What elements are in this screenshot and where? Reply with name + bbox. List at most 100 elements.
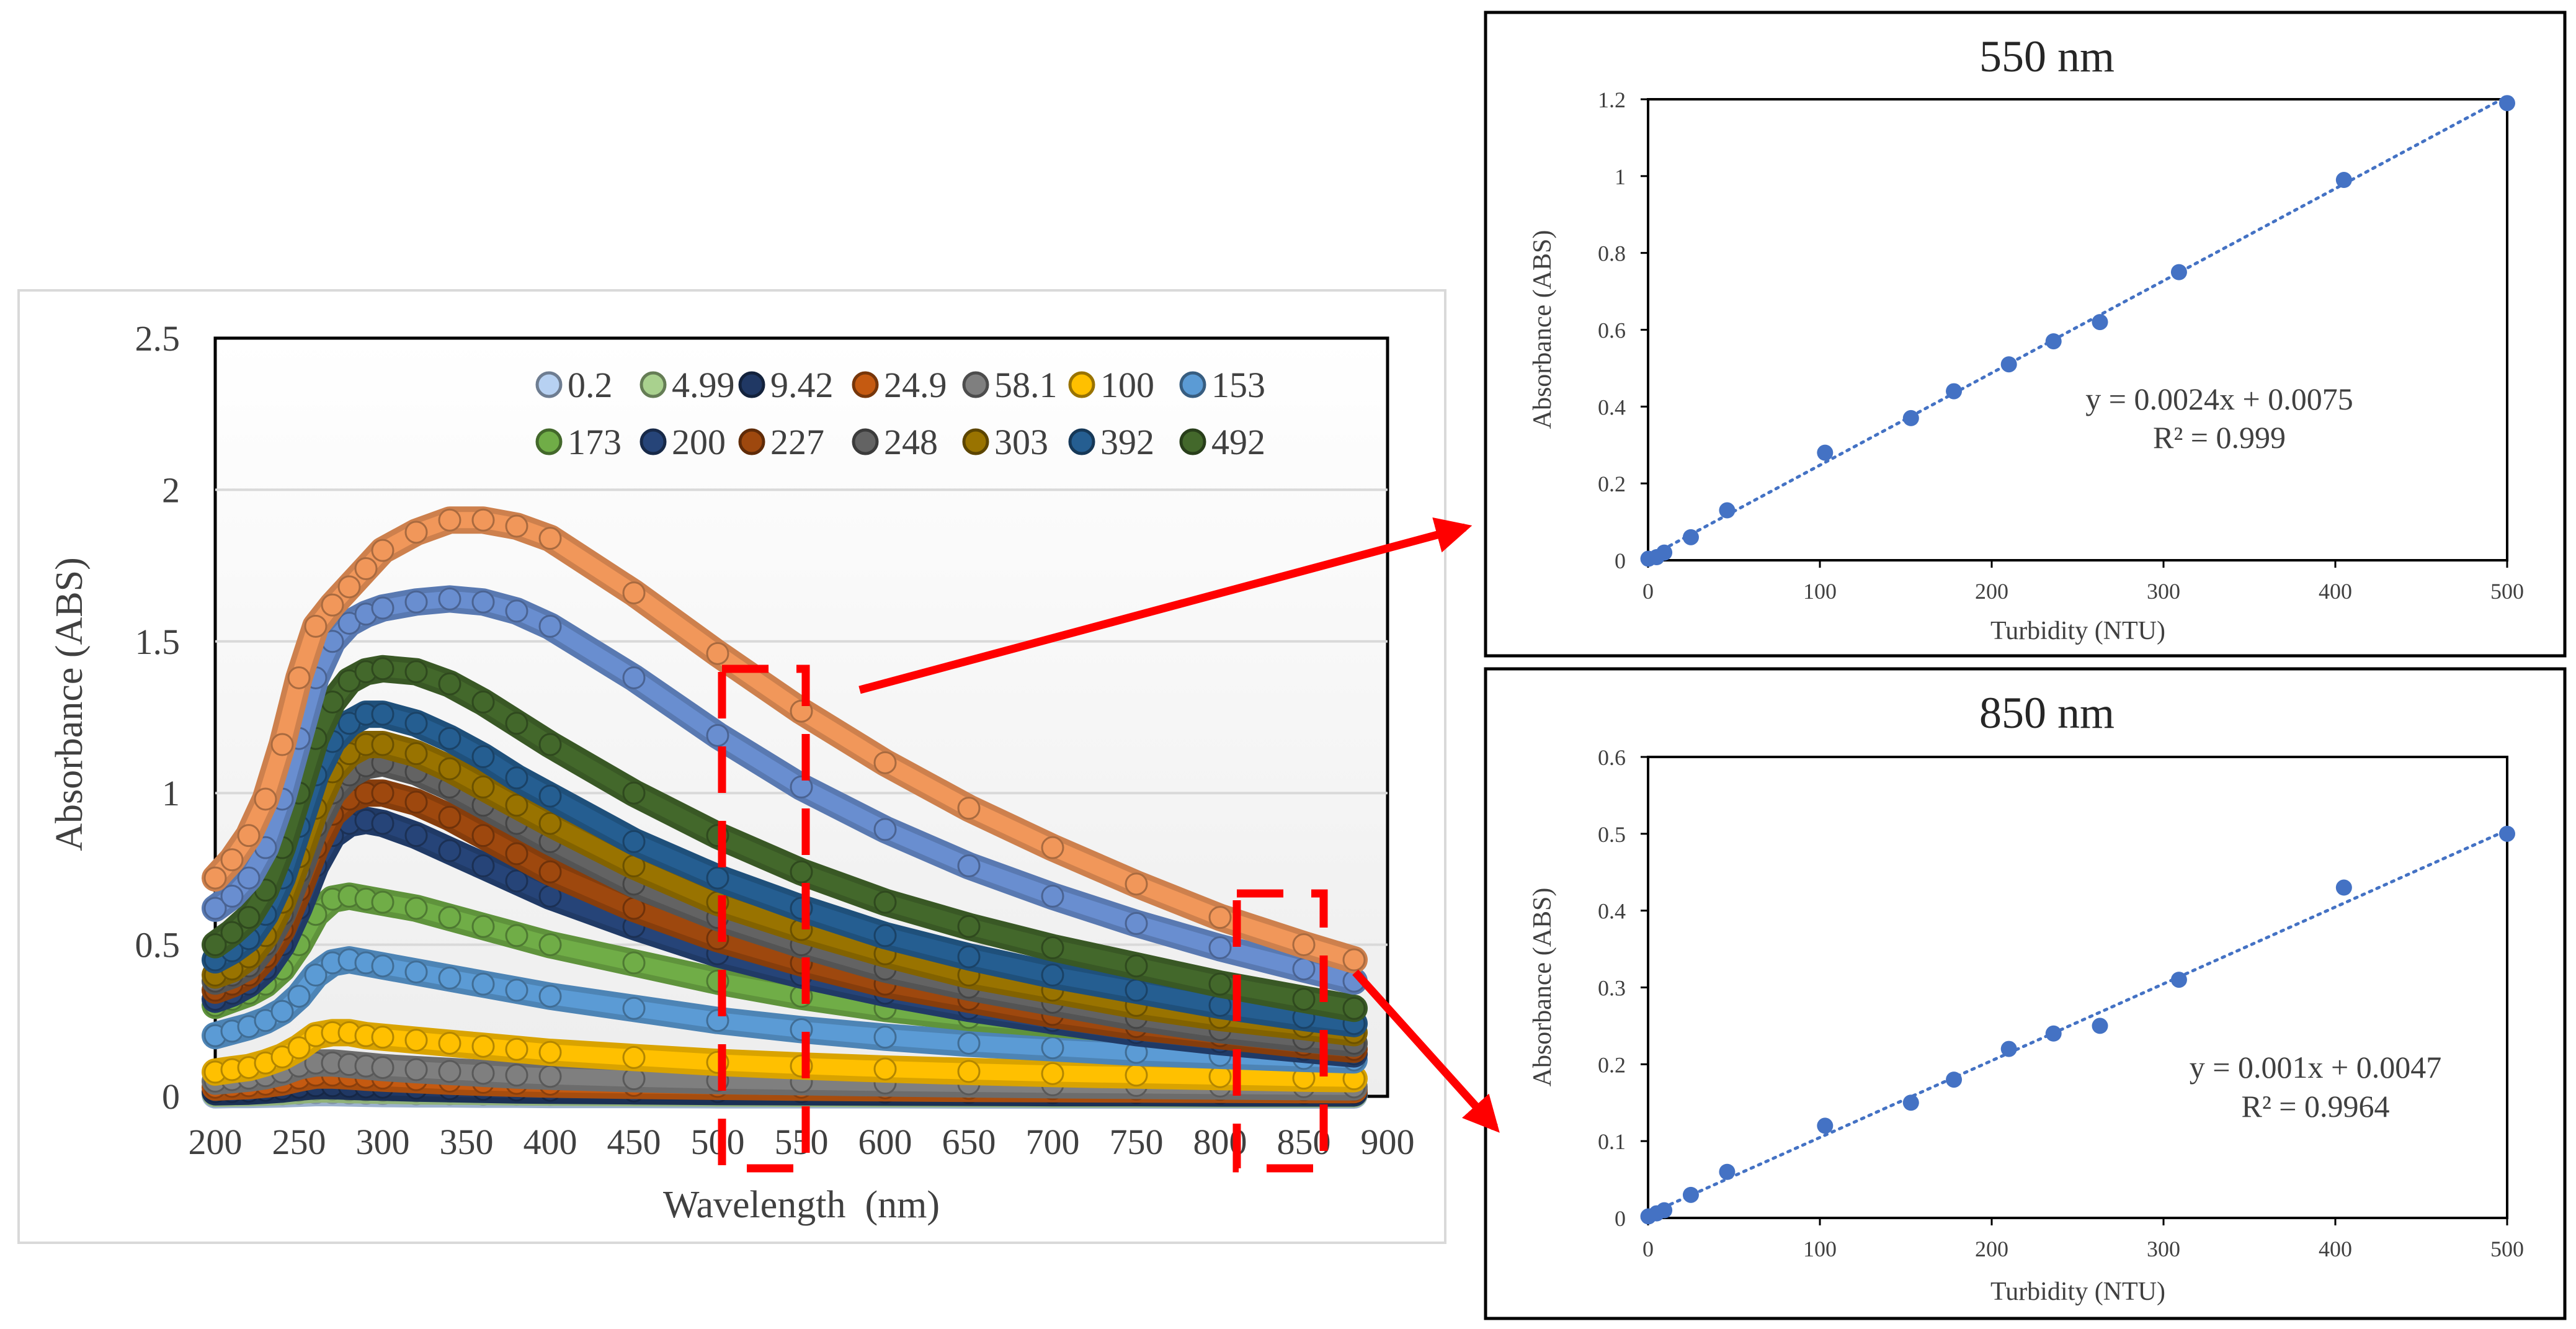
cal550-x-tick-label: 300: [2147, 579, 2180, 604]
spectrum-point: [471, 854, 495, 878]
spectrum-point: [1041, 936, 1064, 959]
legend-label: 392: [1100, 422, 1154, 462]
arrow-to-850-chart: [1352, 969, 1500, 1133]
spectrum-point: [538, 933, 562, 957]
spectrum-point: [220, 921, 244, 944]
highlight-box-850nm: [1232, 889, 1328, 1173]
spectrum-point: [354, 557, 378, 580]
spectrum-point: [538, 527, 562, 550]
cal550-y-tick-label: 0.8: [1598, 241, 1626, 266]
spectrum-x-tick-label: 450: [607, 1122, 661, 1162]
spectrum-point: [957, 854, 981, 878]
spectrum-point: [287, 1036, 311, 1060]
cal850-y-tick-label: 0: [1615, 1206, 1626, 1231]
spectrum-x-tick-label: 250: [272, 1122, 326, 1162]
spectrum-point: [287, 666, 311, 689]
legend-item: 4.99: [640, 365, 735, 405]
cal550-y-tick-label: 1: [1615, 164, 1626, 189]
spectrum-x-axis-label: Wavelength (nm): [663, 1184, 940, 1226]
spectrum-chart: 0 0.5 1 1.5 2 2.5 200 250 300 350 400 450 500 550 600…: [17, 289, 1446, 1244]
cal550-data-point: [1682, 529, 1699, 545]
legend-marker: [1179, 428, 1206, 455]
cal550-trend-line: [1646, 94, 2509, 559]
spectrum-point: [321, 593, 344, 617]
spectrum-point: [270, 1000, 294, 1023]
cal850-x-tick-label: 200: [1975, 1237, 2008, 1261]
legend-label: 153: [1211, 365, 1265, 405]
spectrum-series: [202, 506, 1368, 1109]
spectrum-point: [203, 866, 227, 890]
spectrum-point: [622, 830, 646, 853]
spectrum-point: [471, 915, 495, 938]
legend-marker: [738, 371, 765, 398]
spectrum-point: [371, 1026, 394, 1049]
spectrum-point: [505, 842, 528, 866]
spectrum-point: [404, 824, 428, 848]
spectrum-point: [1041, 1062, 1064, 1085]
calibration-850-trendline: [1646, 828, 2509, 1216]
spectrum-point: [538, 614, 562, 638]
spectrum-x-tick-label: 550: [775, 1122, 829, 1162]
spectrum-point: [287, 985, 311, 1008]
spectrum-point: [438, 587, 461, 611]
spectrum-x-tick-label: 600: [858, 1122, 912, 1162]
legend-label: 200: [672, 422, 726, 462]
cal550-data-point: [1946, 383, 1963, 400]
calibration-550-title: 550 nm: [1979, 32, 2115, 81]
cal550-x-tick-label: 400: [2319, 579, 2352, 604]
spectrum-point: [538, 812, 562, 835]
spectrum-point: [1041, 884, 1064, 908]
calibration-850-title: 850 nm: [1979, 688, 2115, 738]
legend-item: 9.42: [738, 365, 834, 405]
spectrum-point: [790, 860, 813, 884]
spectrum-point: [1208, 972, 1232, 996]
spectrum-point: [957, 1031, 981, 1055]
spectrum-x-tick-labels: 200 250 300 350 400 450 500 550 600 650 700 750 800 8…: [189, 1122, 1415, 1162]
spectrum-point: [471, 775, 495, 799]
spectrum-x-tick-label: 300: [356, 1122, 410, 1162]
spectrum-point: [371, 1056, 394, 1080]
spectrum-point: [404, 521, 428, 544]
spectrum-point: [438, 906, 461, 929]
calibration-850-equation: y = 0.001x + 0.0047: [2190, 1050, 2441, 1085]
spectrum-point: [873, 924, 897, 947]
spectrum-point: [706, 642, 729, 665]
spectrum-point: [404, 712, 428, 735]
spectrum-point: [873, 818, 897, 841]
legend-item: 24.9: [852, 365, 947, 405]
spectrum-point: [1125, 911, 1148, 935]
legend-label: 303: [994, 422, 1048, 462]
spectrum-y-tick-label: 1.5: [135, 622, 180, 662]
spectrum-point: [505, 1037, 528, 1061]
spectrum-point: [957, 797, 981, 820]
spectrum-point: [957, 915, 981, 938]
cal550-y-tick-label: 0: [1615, 548, 1626, 573]
spectrum-point: [1125, 954, 1148, 978]
spectrum-point: [371, 596, 394, 620]
spectrum-point: [1041, 963, 1064, 987]
spectrum-legend: 0.2 4.99 9.42 24.9 58.1 100 153 173 200 227 248 303…: [535, 365, 1265, 462]
cal850-x-tick-label: 0: [1642, 1237, 1654, 1261]
legend-marker: [852, 371, 879, 398]
spectrum-point: [538, 733, 562, 756]
spectrum-y-tick-labels: 0 0.5 1 1.5 2 2.5: [135, 318, 180, 1117]
spectrum-point: [237, 824, 261, 848]
spectrum-point: [1208, 906, 1232, 929]
cal850-y-tick-label: 0.4: [1598, 899, 1626, 924]
highlight-box-550nm: [718, 664, 810, 1173]
spectrum-y-tick-label: 0: [162, 1076, 180, 1117]
cal850-x-tick-label: 400: [2319, 1237, 2352, 1261]
spectrum-series-492: [202, 655, 1368, 1022]
spectrum-point: [1292, 988, 1316, 1011]
spectrum-point: [438, 508, 461, 532]
spectrum-point: [538, 1065, 562, 1088]
calibration-850-x-tick-labels: 0 100 200 300 400 500: [1642, 1218, 2524, 1261]
spectrum-point: [371, 890, 394, 914]
spectrum-point: [237, 906, 261, 929]
spectrum-point: [505, 766, 528, 790]
cal550-x-tick-label: 200: [1975, 579, 2008, 604]
spectrum-x-tick-label: 200: [189, 1122, 243, 1162]
spectrum-point: [505, 514, 528, 538]
spectrum-series-100: [202, 1019, 1368, 1093]
spectrum-point: [471, 691, 495, 714]
